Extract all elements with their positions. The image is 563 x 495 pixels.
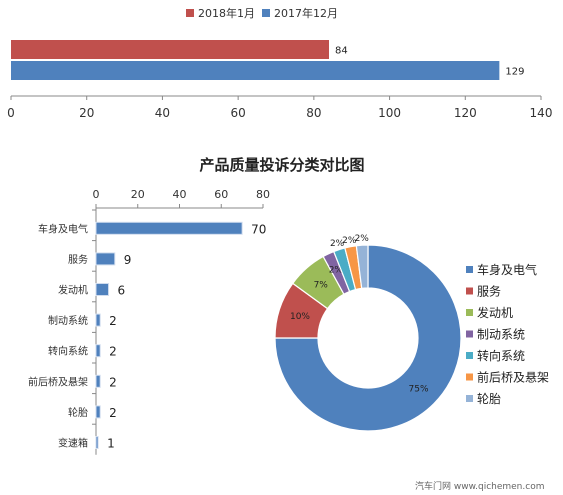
donut-value-label: 2%	[355, 234, 370, 244]
bar-chart-x-tick-label: 0	[93, 188, 100, 201]
bar-chart-value-label: 9	[124, 253, 132, 267]
bar-chart-bar	[95, 313, 101, 327]
top-chart-x-tick-label: 140	[530, 106, 553, 120]
bar-chart-category-label: 车身及电气	[38, 222, 88, 235]
top-chart-x-tick-label: 20	[79, 106, 94, 120]
donut-legend-swatch	[466, 287, 473, 295]
category-donut-chart: 75%10%7%2%2%2%2%	[274, 234, 462, 432]
bar-chart-bar	[95, 344, 101, 358]
bar-chart-category-label: 轮胎	[68, 406, 88, 419]
top-chart-x-tick-label: 80	[306, 106, 321, 120]
category-bar-chart: 0 20 40 60 80 车身及电气 70 服务 9 发动机 6 制动系统 2 转向系统 2 前后桥及悬架 2…	[28, 188, 270, 455]
bar-chart-value-label: 2	[109, 375, 117, 389]
donut-legend-swatch	[466, 395, 473, 402]
donut-value-label: 2%	[329, 266, 344, 276]
top-chart-x-tick-label: 40	[155, 106, 170, 120]
bar-chart-category-label: 前后桥及悬架	[28, 375, 88, 388]
donut-legend-label: 转向系统	[477, 348, 525, 363]
top-chart-value-label: 129	[505, 67, 524, 78]
donut-legend-swatch	[466, 330, 473, 338]
bar-chart-bar	[95, 252, 116, 266]
donut-legend-swatch	[466, 266, 473, 273]
bar-chart-bar	[95, 221, 243, 235]
donut-value-label: 7%	[314, 280, 329, 290]
donut-legend-swatch	[466, 309, 473, 316]
bar-chart-category-label: 转向系统	[48, 345, 88, 358]
donut-legend-label: 前后桥及悬架	[477, 370, 549, 385]
top-chart-bar	[11, 40, 329, 59]
legend-swatch-2018-01	[186, 9, 194, 17]
chart-title: 产品质量投诉分类对比图	[199, 156, 364, 174]
donut-slice	[355, 244, 369, 290]
bar-chart-bar	[95, 436, 99, 449]
bar-chart-value-label: 6	[118, 284, 126, 298]
bar-chart-category-label: 服务	[68, 253, 88, 266]
watermark-text: 汽车门网 www.qichemen.com	[415, 480, 544, 492]
bar-chart-x-tick-label: 80	[256, 188, 270, 201]
top-chart-x-tick-label: 100	[378, 106, 401, 120]
bar-chart-category-label: 变速箱	[58, 437, 88, 450]
bar-chart-value-label: 2	[109, 345, 117, 359]
bar-chart-category-label: 制动系统	[48, 314, 88, 327]
donut-value-label: 2%	[342, 236, 357, 246]
legend-swatch-2017-12	[262, 9, 270, 17]
donut-legend-label: 轮胎	[477, 392, 501, 406]
bar-chart-bar	[95, 283, 110, 296]
bar-chart-value-label: 2	[109, 314, 117, 328]
bar-chart-value-label: 2	[109, 406, 117, 420]
donut-slice	[274, 244, 462, 432]
bar-chart-x-tick-label: 60	[214, 188, 228, 201]
donut-value-label: 10%	[290, 312, 310, 322]
donut-legend-swatch	[466, 373, 473, 381]
bar-chart-x-tick-label: 40	[173, 188, 187, 201]
donut-value-label: 2%	[330, 239, 345, 249]
donut-value-label: 75%	[409, 385, 429, 395]
bar-chart-category-label: 发动机	[58, 284, 88, 297]
top-chart-bar	[11, 61, 500, 80]
donut-legend-label: 发动机	[477, 305, 513, 320]
top-chart-x-tick-label: 60	[231, 106, 246, 120]
bar-chart-bar	[95, 374, 101, 388]
top-chart-x-tick-label: 0	[7, 106, 15, 120]
donut-legend-label: 服务	[477, 284, 501, 299]
legend-label-2017-12: 2017年12月	[274, 6, 338, 20]
donut-legend-swatch	[466, 352, 473, 359]
top-chart-x-tick-label: 120	[454, 106, 477, 120]
bar-chart-bar	[95, 405, 101, 419]
bar-chart-value-label: 70	[251, 222, 266, 236]
donut-legend-label: 车身及电气	[477, 262, 537, 277]
bar-chart-x-tick-label: 20	[131, 188, 145, 201]
bar-chart-value-label: 1	[107, 437, 115, 451]
top-comparison-chart: 0 20 40 60 80 100 120 140 84 129	[7, 40, 552, 120]
legend-label-2018-01: 2018年1月	[198, 6, 255, 20]
top-chart-legend: 2018年1月 2017年12月	[186, 6, 338, 20]
top-chart-value-label: 84	[335, 46, 348, 57]
donut-legend-label: 制动系统	[477, 328, 525, 342]
